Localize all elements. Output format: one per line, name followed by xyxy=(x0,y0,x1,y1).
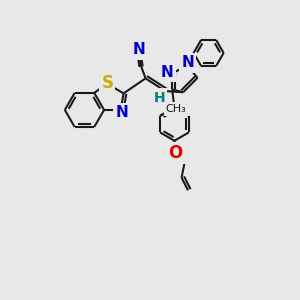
Text: O: O xyxy=(169,144,183,162)
Text: N: N xyxy=(182,56,194,70)
Text: N: N xyxy=(116,105,128,120)
Text: H: H xyxy=(154,91,165,104)
Text: S: S xyxy=(101,74,113,92)
Text: CH₃: CH₃ xyxy=(166,104,187,114)
Text: N: N xyxy=(161,64,173,80)
Text: N: N xyxy=(132,42,145,57)
